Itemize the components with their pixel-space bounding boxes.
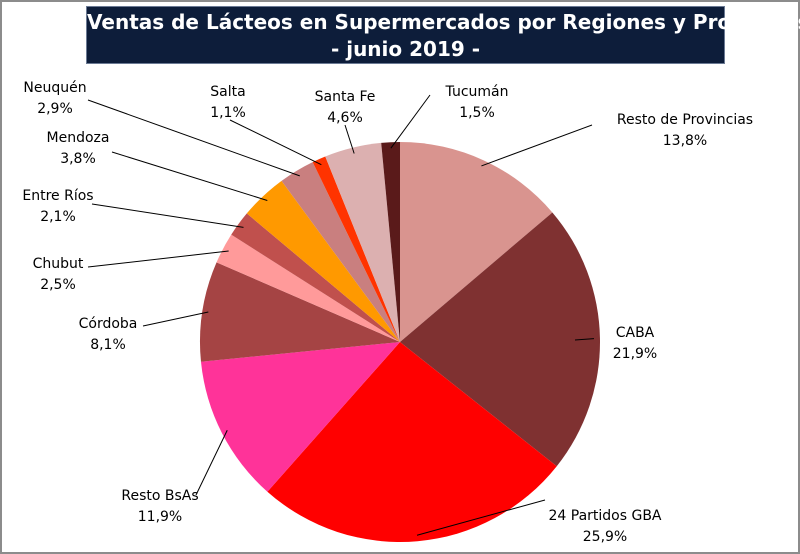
leader-line-santa-fe: [344, 124, 355, 154]
slice-label-neuquen: Neuquén: [23, 80, 86, 96]
chart-subtitle: - junio 2019 -: [330, 37, 481, 61]
leader-line-mendoza: [111, 151, 268, 201]
pie-slice-mendoza: [246, 180, 400, 342]
chart-title: Ventas de Lácteos en Supermercados por R…: [87, 10, 800, 34]
slice-label-resto-de-provincias: Resto de Provincias: [617, 112, 753, 128]
slice-label-entre-rios: Entre Ríos: [22, 188, 93, 204]
leader-line-resto-bsas: [195, 430, 228, 496]
slice-label-santa-fe: Santa Fe: [315, 89, 376, 105]
leader-line-salta: [229, 119, 322, 166]
pie-slice-resto-bsas: [200, 342, 400, 492]
pie-slice-cordoba: [200, 262, 400, 362]
slice-label-mendoza: Mendoza: [47, 130, 110, 146]
leader-line-24-partidos-gba: [416, 499, 546, 536]
leader-line-cordoba: [142, 311, 209, 327]
slice-value-cordoba: 8,1%: [90, 337, 126, 353]
slice-label-resto-bsas: Resto BsAs: [121, 488, 198, 504]
slice-value-entre-rios: 2,1%: [40, 209, 76, 225]
slice-value-chubut: 2,5%: [40, 277, 76, 293]
leader-line-chubut: [87, 250, 229, 268]
leader-line-resto-de-provincias: [481, 124, 593, 167]
pie-slice-chubut: [216, 234, 400, 342]
slice-value-mendoza: 3,8%: [60, 151, 96, 167]
slice-label-chubut: Chubut: [33, 256, 84, 272]
leader-line-tucuman: [390, 94, 431, 149]
slice-value-24-partidos-gba: 25,9%: [583, 529, 627, 545]
chart-title-box: Ventas de Lácteos en Supermercados por R…: [86, 6, 800, 64]
pie-slice-neuquen: [281, 162, 400, 342]
leader-line-entre-rios: [91, 203, 244, 228]
pie-slice-tucuman: [381, 142, 400, 342]
slice-value-resto-bsas: 11,9%: [138, 509, 182, 525]
leader-line-caba: [574, 338, 595, 341]
slice-value-resto-de-provincias: 13,8%: [663, 133, 707, 149]
slice-label-caba: CABA: [616, 325, 655, 341]
slice-label-tucuman: Tucumán: [445, 84, 509, 100]
pie-slice-caba: [400, 212, 600, 467]
slice-value-neuquen: 2,9%: [37, 101, 73, 117]
slice-label-cordoba: Córdoba: [79, 316, 138, 332]
slice-label-salta: Salta: [210, 84, 245, 100]
slice-value-tucuman: 1,5%: [459, 105, 495, 121]
slice-value-santa-fe: 4,6%: [327, 110, 363, 126]
slice-value-salta: 1,1%: [210, 105, 246, 121]
pie-slice-santa-fe: [325, 142, 400, 342]
slice-value-caba: 21,9%: [613, 346, 657, 362]
pie-slice-salta: [312, 156, 400, 342]
leader-line-neuquen: [87, 99, 300, 177]
pie-slice-24-partidos-gba: [267, 342, 557, 543]
pie-slice-resto-de-provincias: [400, 142, 553, 342]
slice-label-24-partidos-gba: 24 Partidos GBA: [548, 508, 661, 524]
pie-slice-entre-rios: [231, 213, 400, 342]
